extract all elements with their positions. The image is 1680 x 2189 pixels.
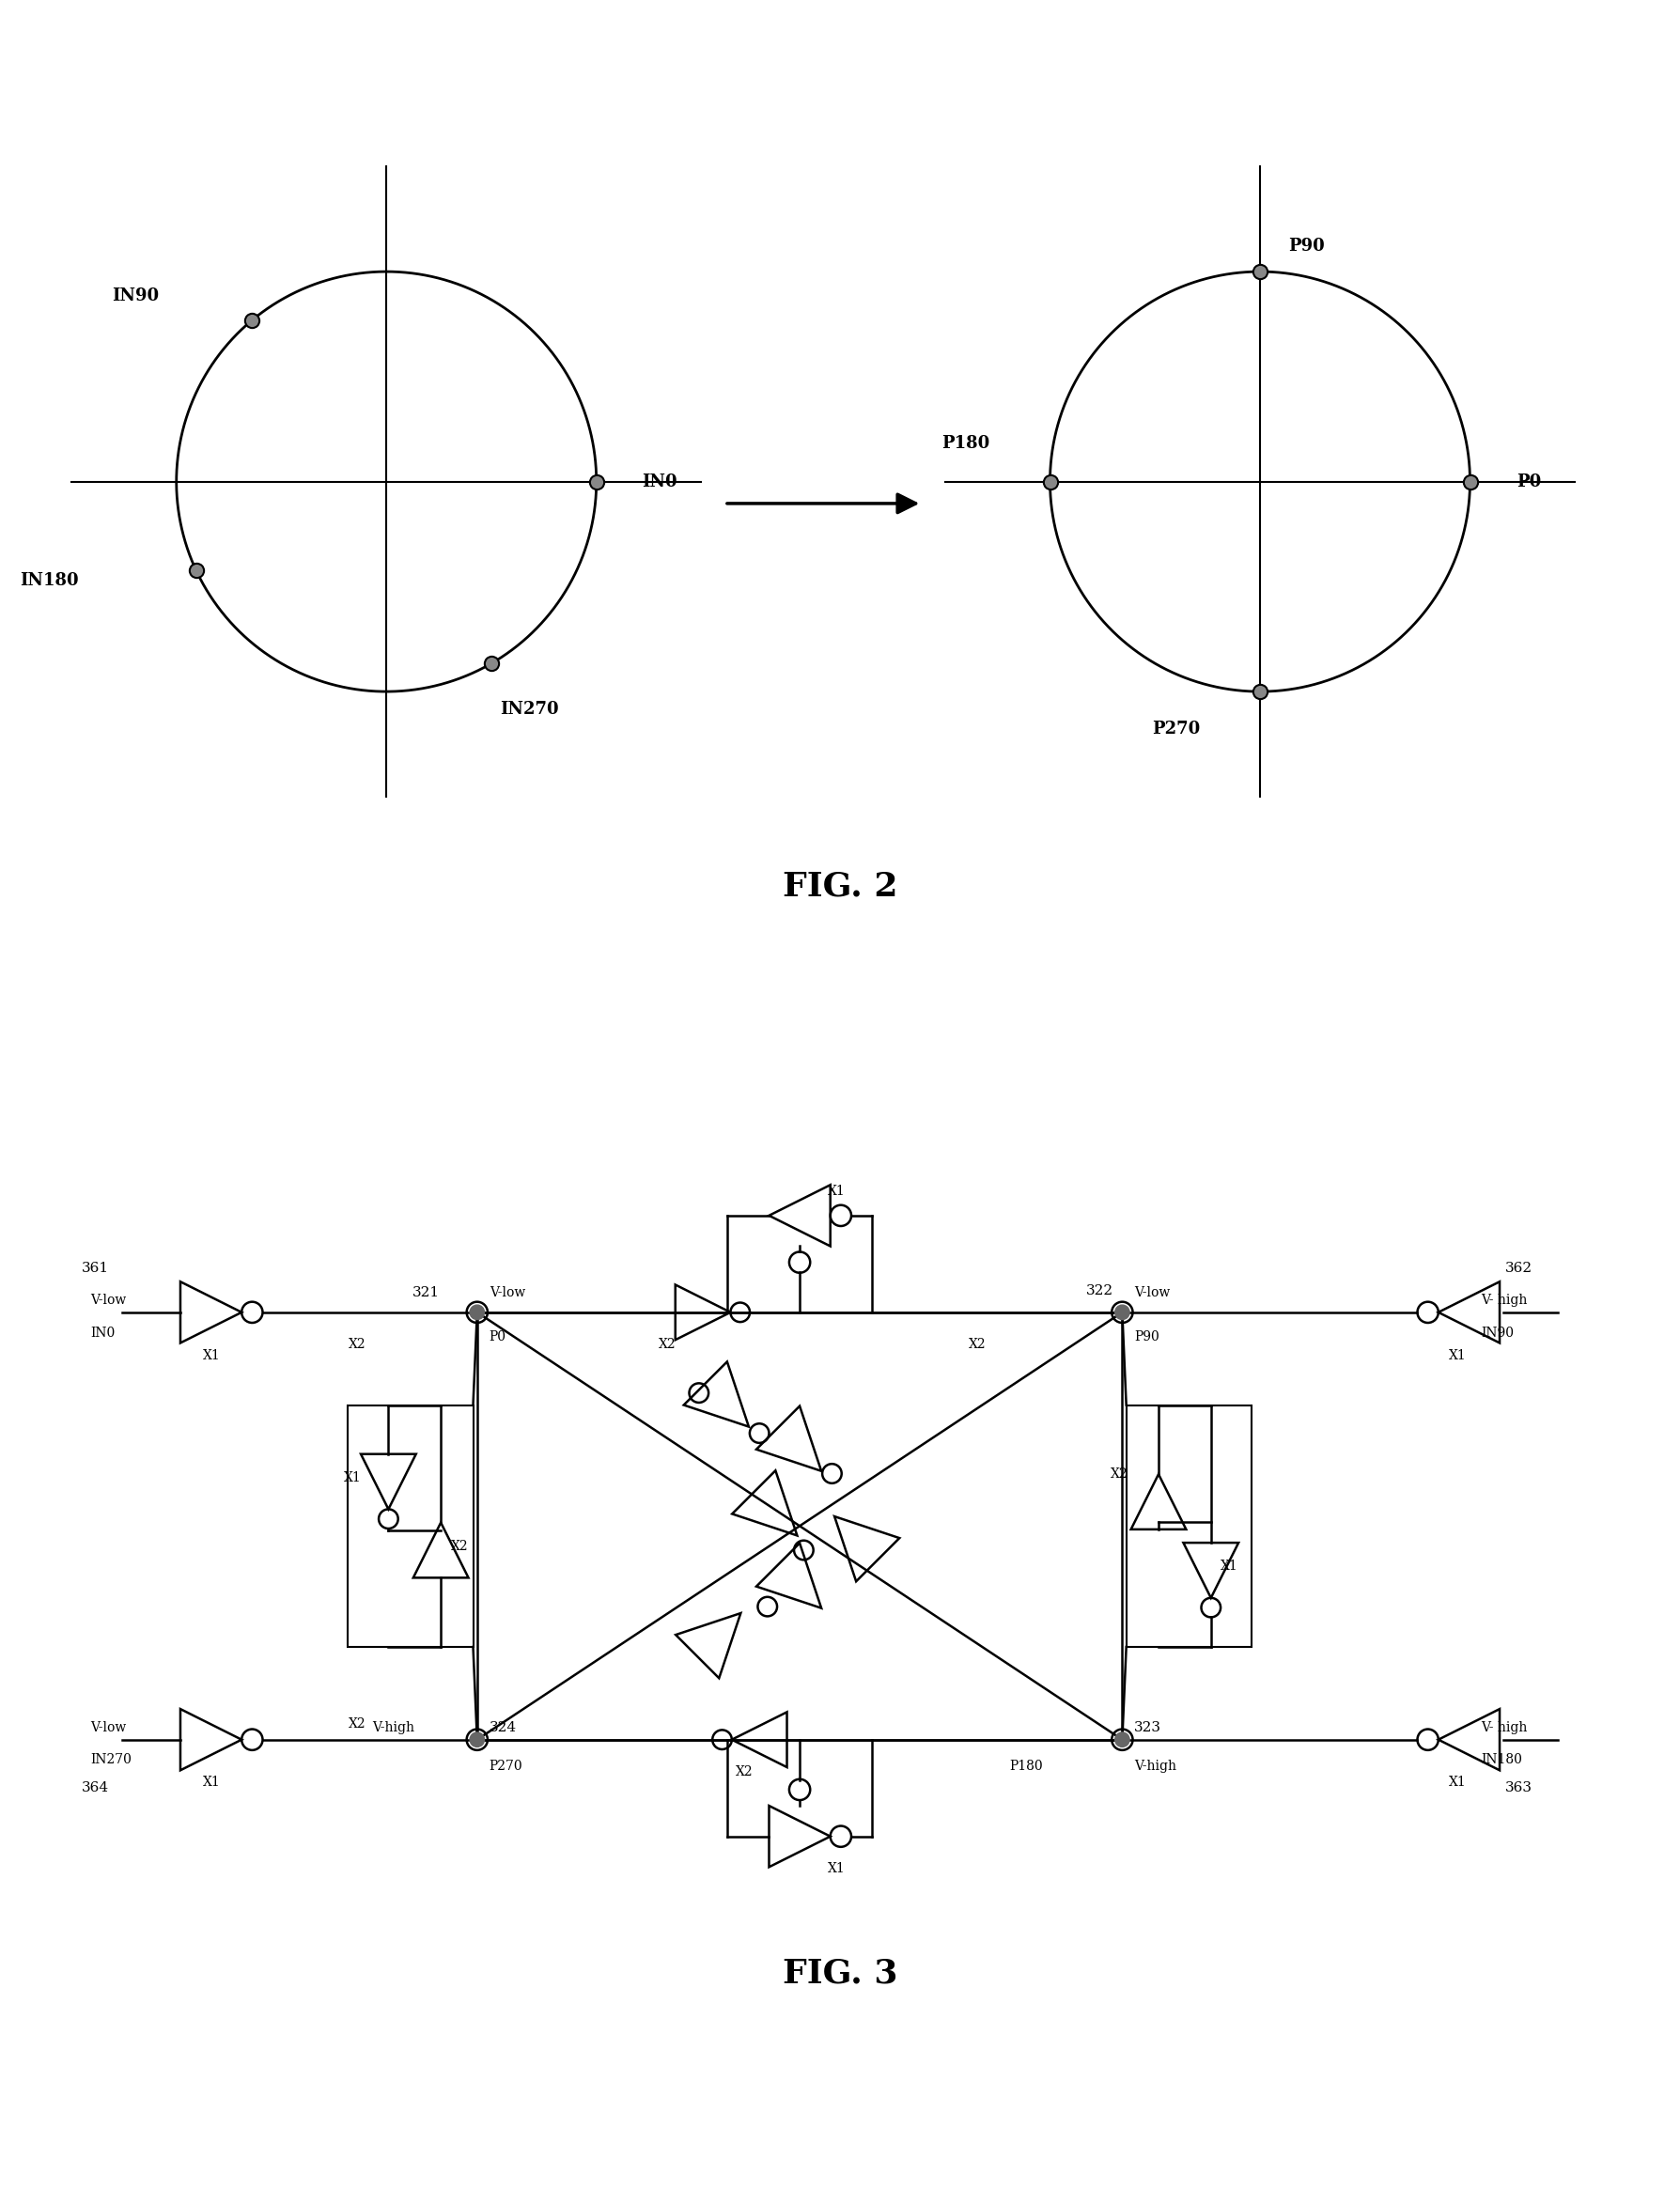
- Text: X2: X2: [348, 1337, 366, 1351]
- Text: IN90: IN90: [1482, 1327, 1514, 1340]
- Text: X2: X2: [969, 1337, 986, 1351]
- Text: X2: X2: [736, 1767, 753, 1780]
- Text: X2: X2: [659, 1337, 675, 1351]
- Text: FIG. 3: FIG. 3: [783, 1957, 897, 1990]
- Text: P90: P90: [1134, 1331, 1159, 1344]
- Text: 323: 323: [1134, 1721, 1161, 1734]
- Bar: [477, 1311, 1122, 1740]
- Text: V-low: V-low: [91, 1721, 126, 1734]
- Text: P90: P90: [1289, 239, 1324, 254]
- Text: P270: P270: [489, 1760, 522, 1773]
- Text: IN180: IN180: [20, 571, 79, 589]
- Text: X2: X2: [348, 1716, 366, 1729]
- Text: X1: X1: [828, 1863, 845, 1876]
- Text: X1: X1: [203, 1348, 220, 1362]
- Text: IN0: IN0: [91, 1327, 114, 1340]
- Text: P270: P270: [1152, 720, 1200, 738]
- Text: IN270: IN270: [499, 700, 559, 718]
- Text: IN0: IN0: [642, 473, 677, 490]
- Circle shape: [1116, 1305, 1129, 1320]
- Circle shape: [470, 1731, 484, 1747]
- Text: X2: X2: [1110, 1467, 1127, 1480]
- Text: X1: X1: [1221, 1561, 1238, 1574]
- Text: X1: X1: [1448, 1348, 1467, 1362]
- Text: V-high: V-high: [373, 1721, 415, 1734]
- Bar: [1126, 1405, 1252, 1646]
- Bar: [348, 1405, 474, 1646]
- Text: 322: 322: [1085, 1285, 1114, 1298]
- Text: X1: X1: [203, 1775, 220, 1788]
- Text: 362: 362: [1505, 1261, 1532, 1274]
- Text: P0: P0: [1517, 473, 1541, 490]
- Text: 321: 321: [413, 1285, 440, 1298]
- Text: 363: 363: [1505, 1782, 1532, 1795]
- Text: 364: 364: [82, 1782, 109, 1795]
- Text: P0: P0: [489, 1331, 506, 1344]
- Circle shape: [1116, 1731, 1129, 1747]
- Text: 324: 324: [489, 1721, 516, 1734]
- Text: V- high: V- high: [1482, 1721, 1527, 1734]
- Text: X2: X2: [450, 1539, 469, 1552]
- Text: X1: X1: [1448, 1775, 1467, 1788]
- Text: X1: X1: [828, 1184, 845, 1197]
- Circle shape: [470, 1305, 484, 1320]
- Text: V-high: V-high: [1134, 1760, 1176, 1773]
- Text: IN270: IN270: [91, 1753, 131, 1767]
- Text: V-low: V-low: [91, 1294, 126, 1307]
- Text: X1: X1: [344, 1471, 361, 1484]
- Text: V-low: V-low: [489, 1285, 526, 1298]
- Text: IN90: IN90: [113, 287, 160, 304]
- Text: P180: P180: [1010, 1760, 1043, 1773]
- Text: IN180: IN180: [1482, 1753, 1522, 1767]
- Text: V-low: V-low: [1134, 1285, 1171, 1298]
- Text: FIG. 2: FIG. 2: [783, 871, 897, 902]
- Text: P180: P180: [942, 436, 990, 453]
- Text: V- high: V- high: [1482, 1294, 1527, 1307]
- Text: 361: 361: [82, 1261, 109, 1274]
